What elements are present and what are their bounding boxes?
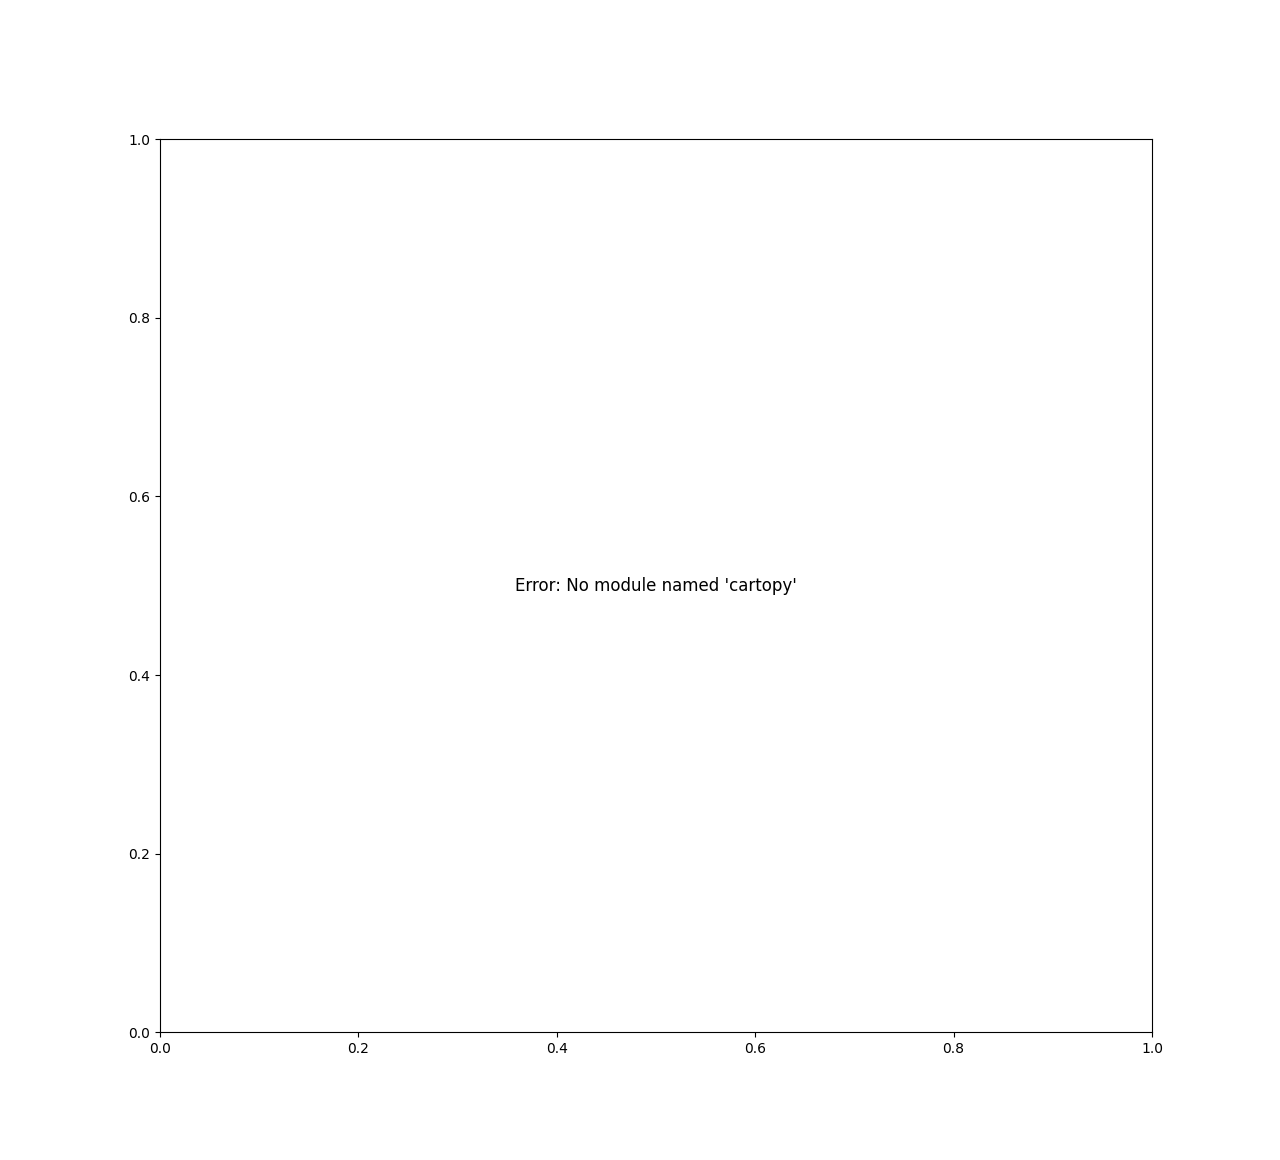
Text: Error: No module named 'cartopy': Error: No module named 'cartopy' [515,577,797,595]
